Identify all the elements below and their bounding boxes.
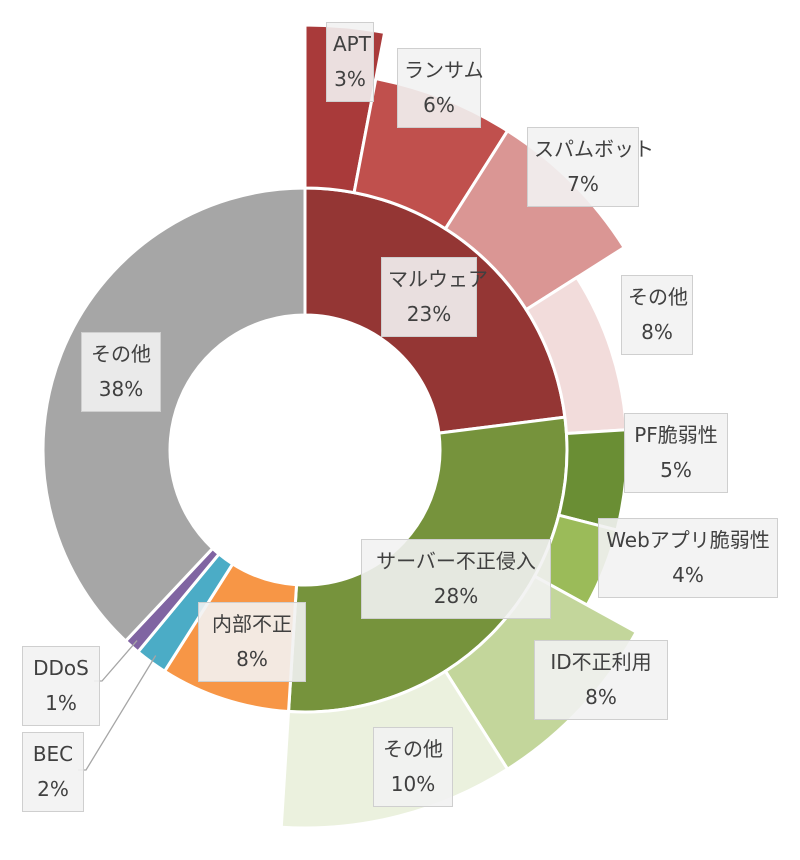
inner-slice-5 xyxy=(41,186,307,644)
label-server-intrusion: サーバー不正侵入 28% xyxy=(361,539,551,619)
label-spambot: スパムボット 7% xyxy=(527,127,654,207)
label-insider: 内部不正 8% xyxy=(198,602,306,682)
label-webapp-vuln: Webアプリ脆弱性 4% xyxy=(598,518,778,598)
label-apt: APT 3% xyxy=(326,22,374,102)
outer-slice-4 xyxy=(556,428,629,532)
label-id-abuse: ID不正利用 8% xyxy=(534,640,668,720)
label-pf-vuln: PF脆弱性 5% xyxy=(624,413,728,493)
label-bec: BEC 2% xyxy=(22,732,84,812)
label-other-main: その他 38% xyxy=(81,332,161,412)
label-malware: マルウェア 23% xyxy=(381,257,488,337)
label-other-server: その他 10% xyxy=(373,727,453,807)
label-ddos: DDoS 1% xyxy=(22,646,100,726)
label-other-malware: その他 8% xyxy=(621,275,693,355)
label-ransom: ランサム 6% xyxy=(397,48,484,128)
